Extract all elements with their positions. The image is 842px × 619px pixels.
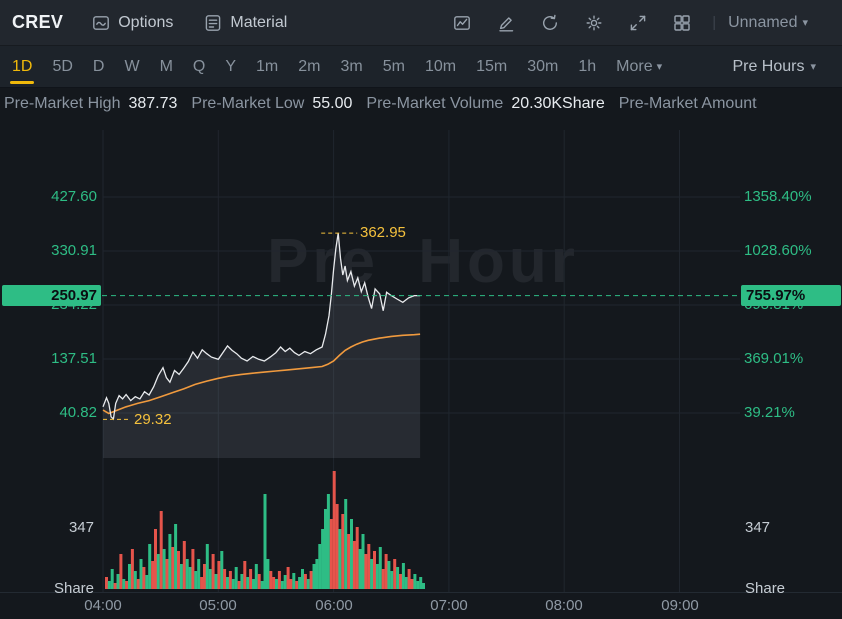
volume-unit-label: Share <box>745 580 786 597</box>
tab-more[interactable]: More ▾ <box>616 46 662 87</box>
volume-axis-label: 347 <box>745 519 771 536</box>
tab-q[interactable]: Q <box>192 57 206 75</box>
tab-2m[interactable]: 2m <box>298 57 321 75</box>
chevron-down-icon: ▾ <box>810 61 816 73</box>
session-selector[interactable]: Pre Hours ▾ <box>732 46 816 87</box>
layout-grid-icon[interactable] <box>672 13 692 33</box>
tab-1h[interactable]: 1h <box>578 57 597 75</box>
refresh-icon[interactable] <box>540 13 560 33</box>
premarket-high: Pre-Market High 387.73 <box>4 95 178 112</box>
time-axis-label: 04:00 <box>84 597 122 614</box>
tab-5d[interactable]: 5D <box>52 57 73 75</box>
volume-unit-label: Share <box>53 580 94 597</box>
percent-axis-label: 39.21% <box>744 404 795 421</box>
options-icon <box>93 15 110 30</box>
time-axis-label: 06:00 <box>315 597 353 614</box>
tab-30m[interactable]: 30m <box>527 57 559 75</box>
options-button[interactable]: Options <box>91 13 173 33</box>
draw-icon[interactable] <box>496 13 516 33</box>
time-axis-label: 05:00 <box>199 597 237 614</box>
price-axis-label: 427.60 <box>51 188 97 205</box>
premarket-low: Pre-Market Low 55.00 <box>191 95 353 112</box>
tab-5m[interactable]: 5m <box>382 57 405 75</box>
fullscreen-icon[interactable] <box>628 13 648 33</box>
time-axis-label: 08:00 <box>545 597 583 614</box>
tab-1m[interactable]: 1m <box>256 57 279 75</box>
high-annotation: 362.95 <box>360 224 406 241</box>
material-icon <box>206 14 221 31</box>
tab-3m[interactable]: 3m <box>340 57 363 75</box>
chevron-down-icon: ▾ <box>656 61 663 73</box>
tab-15m[interactable]: 15m <box>476 57 508 75</box>
premarket-amount: Pre-Market Amount <box>618 95 757 112</box>
toolbar: CREV Options Material <box>0 0 842 46</box>
material-label: Material <box>230 13 288 31</box>
price-axis-label: 40.82 <box>59 404 97 421</box>
percent-axis-label: 369.01% <box>744 350 804 367</box>
layout-name-dropdown[interactable]: Unnamed ▾ <box>728 14 808 32</box>
price-axis-label: 330.91 <box>51 242 97 259</box>
tab-d[interactable]: D <box>92 57 105 75</box>
low-annotation: 29.32 <box>134 411 172 428</box>
volume-axis-label: 347 <box>68 519 94 536</box>
material-button[interactable]: Material <box>203 13 287 33</box>
tab-w[interactable]: W <box>124 57 140 75</box>
premarket-volume: Pre-Market Volume 20.30KShare <box>366 95 605 112</box>
time-axis-label: 09:00 <box>661 597 699 614</box>
chart-preview-icon[interactable] <box>452 13 472 33</box>
current-price-badge: 250.97 <box>2 285 101 306</box>
settings-gear-icon[interactable] <box>584 13 604 33</box>
price-axis-label: 137.51 <box>51 350 97 367</box>
ticker-symbol[interactable]: CREV <box>12 12 64 32</box>
options-label: Options <box>118 13 174 31</box>
tab-y[interactable]: Y <box>225 57 237 75</box>
timeframe-tabs: 1D 5D D W M Q Y 1m 2m 3m 5m 10m 15m 30m … <box>0 46 842 88</box>
tab-m[interactable]: M <box>159 57 173 75</box>
toolbar-divider: | <box>712 14 717 31</box>
percent-axis-label: 1028.60% <box>744 242 812 259</box>
layout-name-label: Unnamed <box>728 13 798 31</box>
time-axis-label: 07:00 <box>430 597 468 614</box>
premarket-info-bar: Pre-Market High 387.73 Pre-Market Low 55… <box>0 88 842 120</box>
more-label: More <box>616 57 653 75</box>
tab-1d[interactable]: 1D <box>9 46 35 87</box>
percent-axis-label: 1358.40% <box>744 188 812 205</box>
current-change-badge: 755.97% <box>741 285 841 306</box>
tab-10m[interactable]: 10m <box>424 57 457 75</box>
session-label: Pre Hours <box>732 57 805 75</box>
chevron-down-icon: ▾ <box>802 17 808 29</box>
